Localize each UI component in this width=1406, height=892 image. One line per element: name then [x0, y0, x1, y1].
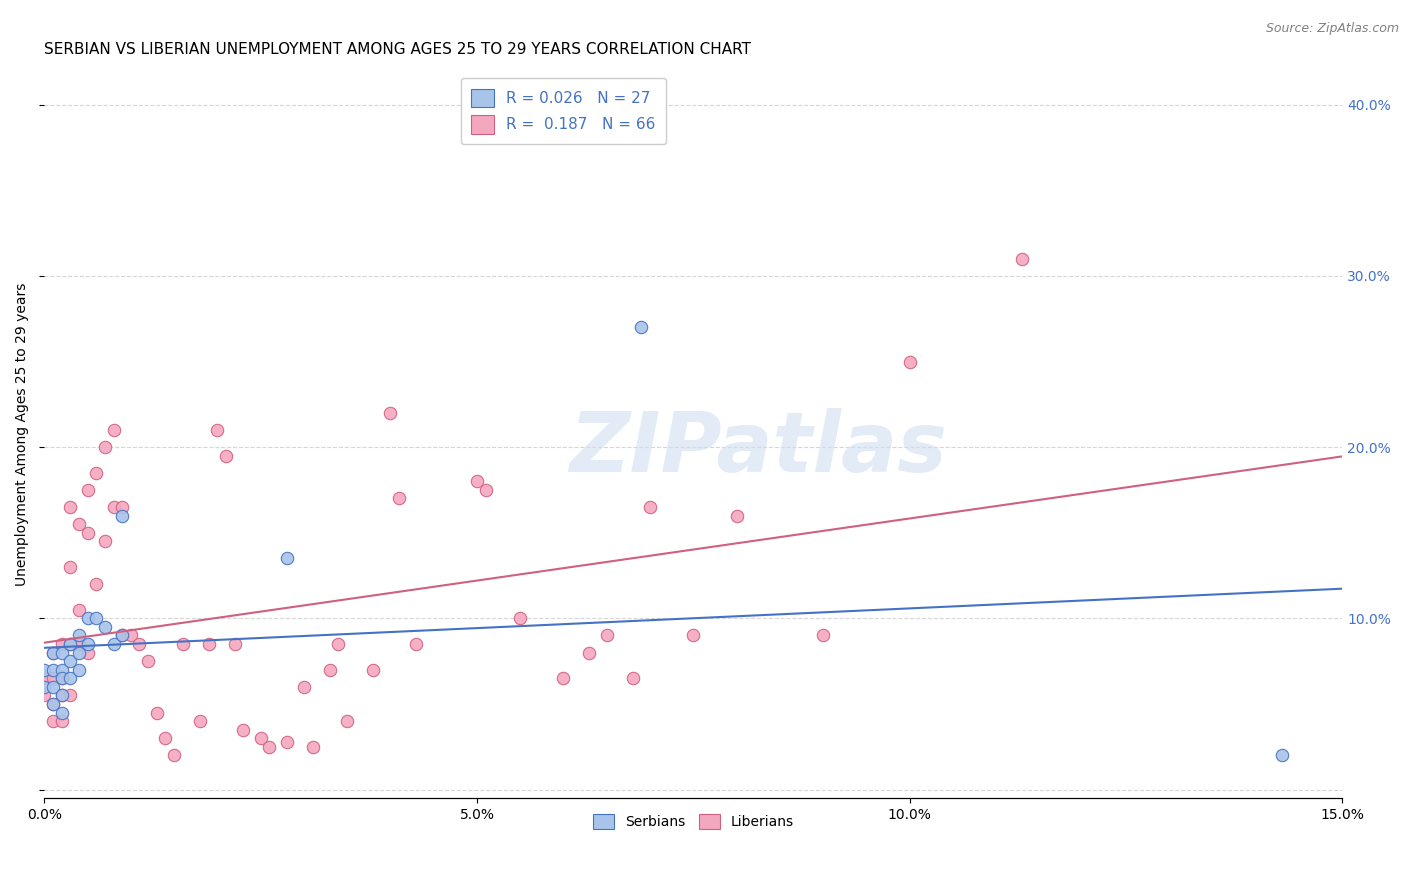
Point: [1011, 252, 1033, 266]
Point: [51, 646, 73, 660]
Point: [224, 637, 246, 651]
Point: [76, 637, 98, 651]
Point: [51, 689, 73, 703]
Point: [111, 628, 134, 642]
Point: [67, 646, 90, 660]
Point: [51, 689, 73, 703]
Point: [553, 671, 575, 685]
Point: [84, 466, 107, 480]
Point: [621, 671, 644, 685]
Point: [1271, 748, 1294, 763]
Point: [42, 697, 65, 711]
Point: [42, 663, 65, 677]
Point: [51, 663, 73, 677]
Point: [111, 508, 134, 523]
Point: [898, 354, 921, 368]
Point: [67, 603, 90, 617]
Point: [474, 483, 496, 497]
Point: [42, 646, 65, 660]
Point: [84, 611, 107, 625]
Point: [51, 671, 73, 685]
Point: [328, 637, 350, 651]
Legend: Serbians, Liberians: Serbians, Liberians: [588, 809, 800, 835]
Point: [259, 739, 281, 754]
Point: [51, 637, 73, 651]
Point: [76, 646, 98, 660]
Point: [197, 637, 219, 651]
Point: [59, 654, 82, 668]
Point: [301, 739, 323, 754]
Point: [319, 663, 342, 677]
Point: [59, 500, 82, 514]
Point: [207, 423, 229, 437]
Point: [388, 491, 411, 506]
Point: [509, 611, 531, 625]
Point: [76, 525, 98, 540]
Point: [232, 723, 254, 737]
Point: [811, 628, 834, 642]
Point: [276, 551, 298, 566]
Point: [111, 500, 134, 514]
Point: [76, 483, 98, 497]
Point: [361, 663, 384, 677]
Point: [578, 646, 600, 660]
Point: [405, 637, 427, 651]
Point: [276, 734, 298, 748]
Point: [51, 714, 73, 728]
Point: [32, 671, 55, 685]
Point: [32, 663, 55, 677]
Point: [128, 637, 150, 651]
Text: ZIPatlas: ZIPatlas: [569, 409, 948, 490]
Point: [465, 475, 488, 489]
Point: [172, 637, 194, 651]
Point: [146, 706, 169, 720]
Point: [42, 646, 65, 660]
Point: [155, 731, 177, 746]
Point: [103, 637, 125, 651]
Point: [84, 577, 107, 591]
Point: [59, 637, 82, 651]
Point: [94, 534, 117, 549]
Point: [42, 697, 65, 711]
Point: [188, 714, 211, 728]
Point: [103, 500, 125, 514]
Point: [682, 628, 704, 642]
Point: [42, 671, 65, 685]
Point: [67, 517, 90, 532]
Point: [94, 440, 117, 454]
Point: [336, 714, 359, 728]
Point: [292, 680, 315, 694]
Point: [596, 628, 619, 642]
Point: [103, 423, 125, 437]
Point: [59, 560, 82, 574]
Text: SERBIAN VS LIBERIAN UNEMPLOYMENT AMONG AGES 25 TO 29 YEARS CORRELATION CHART: SERBIAN VS LIBERIAN UNEMPLOYMENT AMONG A…: [44, 42, 751, 57]
Point: [67, 663, 90, 677]
Point: [42, 680, 65, 694]
Point: [59, 671, 82, 685]
Point: [67, 628, 90, 642]
Point: [163, 748, 186, 763]
Point: [136, 654, 159, 668]
Point: [59, 637, 82, 651]
Text: Source: ZipAtlas.com: Source: ZipAtlas.com: [1265, 22, 1399, 36]
Point: [51, 706, 73, 720]
Point: [51, 671, 73, 685]
Point: [215, 449, 238, 463]
Point: [630, 320, 652, 334]
Point: [94, 620, 117, 634]
Point: [380, 406, 402, 420]
Point: [32, 680, 55, 694]
Point: [59, 689, 82, 703]
Point: [67, 637, 90, 651]
Point: [76, 611, 98, 625]
Point: [32, 689, 55, 703]
Point: [42, 714, 65, 728]
Point: [249, 731, 271, 746]
Point: [120, 628, 142, 642]
Point: [725, 508, 748, 523]
Y-axis label: Unemployment Among Ages 25 to 29 years: Unemployment Among Ages 25 to 29 years: [15, 283, 30, 586]
Point: [638, 500, 661, 514]
Point: [111, 628, 134, 642]
